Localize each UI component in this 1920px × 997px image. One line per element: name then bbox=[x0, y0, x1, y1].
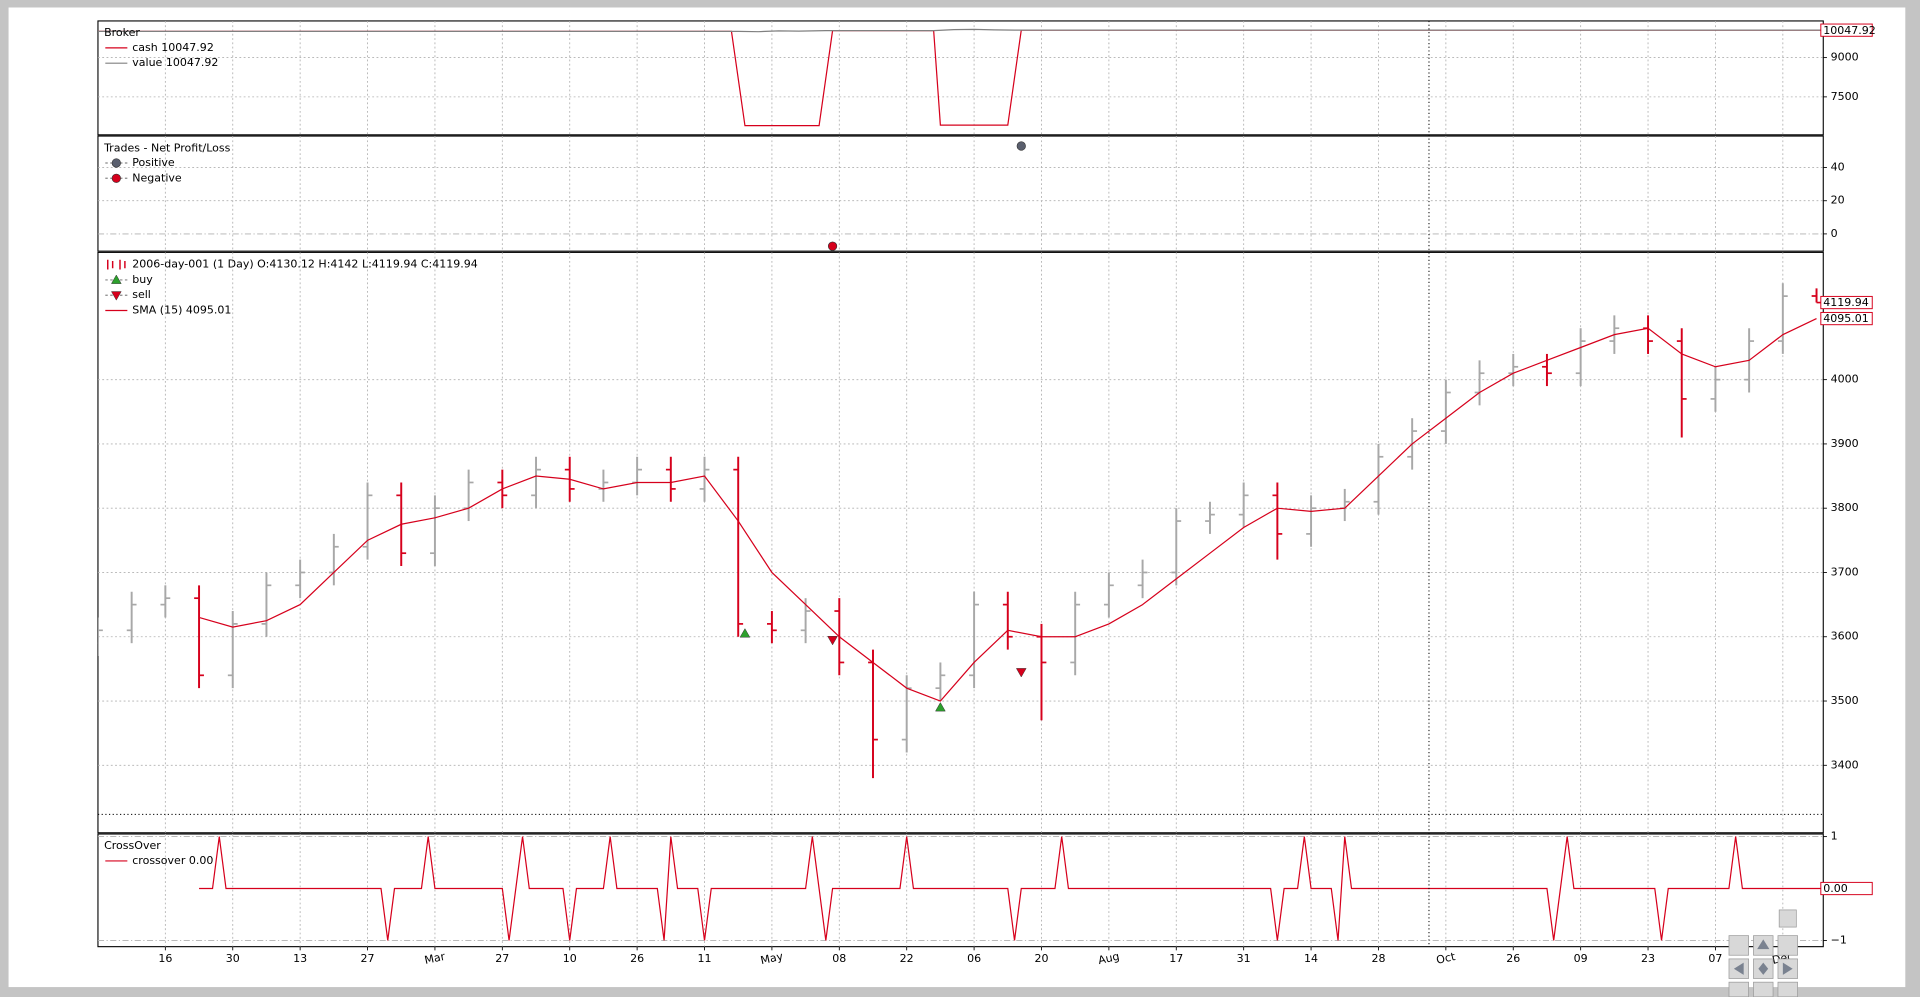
last-value-box bbox=[1820, 295, 1873, 310]
last-value-label: 10047.92 bbox=[1823, 24, 1876, 37]
legend-dot bbox=[111, 173, 121, 183]
x-tick-label: 11 bbox=[697, 952, 711, 965]
y-tick-label: 1 bbox=[1831, 830, 1838, 843]
toolbar-button[interactable] bbox=[1777, 935, 1798, 956]
y-tick-label: 3400 bbox=[1831, 758, 1859, 771]
series-line bbox=[97, 28, 1824, 33]
legend-label: 2006-day-001 (1 Day) O:4130.12 H:4142 L:… bbox=[132, 258, 478, 271]
x-tick-label: 14 bbox=[1304, 952, 1318, 965]
legend-label: Positive bbox=[132, 156, 175, 169]
y-tick-label: 0 bbox=[1831, 227, 1838, 240]
last-value-box bbox=[1820, 311, 1873, 326]
legend-label: buy bbox=[132, 273, 153, 286]
toolbar-button[interactable] bbox=[1728, 981, 1749, 997]
x-tick-label: 17 bbox=[1169, 952, 1183, 965]
navigation-toolbar bbox=[1728, 909, 1798, 997]
toolbar-button[interactable] bbox=[1753, 981, 1774, 997]
panel-title: CrossOver bbox=[104, 839, 161, 852]
y-tick-label: 40 bbox=[1831, 161, 1845, 174]
signal-marker bbox=[827, 636, 838, 646]
x-tick-label: 31 bbox=[1237, 952, 1251, 965]
legend-ohlc-icon bbox=[107, 259, 126, 270]
y-tick-label: 3500 bbox=[1831, 694, 1859, 707]
legend-label: Negative bbox=[132, 171, 182, 184]
series-line bbox=[198, 318, 1817, 702]
x-tick-label: Mar bbox=[423, 950, 446, 967]
signal-marker bbox=[739, 628, 751, 638]
last-value-box bbox=[1820, 23, 1873, 37]
legend-marker bbox=[111, 274, 122, 284]
x-tick-label: Oct bbox=[1435, 950, 1457, 967]
last-value-box bbox=[1820, 881, 1873, 896]
x-tick-label: 27 bbox=[495, 952, 509, 965]
x-tick-label: 22 bbox=[900, 952, 914, 965]
y-tick-label: 7500 bbox=[1831, 90, 1859, 103]
y-tick-label: 3600 bbox=[1831, 630, 1859, 643]
x-tick-label: 30 bbox=[226, 952, 240, 965]
last-value-label: 4119.94 bbox=[1823, 296, 1869, 309]
cursor-crosshair bbox=[97, 20, 1824, 947]
panel-title: Broker bbox=[104, 26, 140, 39]
last-value-label: 0.00 bbox=[1823, 882, 1848, 895]
trade-point bbox=[1016, 141, 1026, 151]
x-tick-label: 20 bbox=[1034, 952, 1048, 965]
x-tick-label: 16 bbox=[158, 952, 172, 965]
y-tick-label: 3900 bbox=[1831, 437, 1859, 450]
legend-label: crossover 0.00 bbox=[132, 854, 213, 867]
panel-frame bbox=[97, 833, 1824, 948]
toolbar-button[interactable] bbox=[1777, 981, 1798, 997]
panel-frame bbox=[97, 251, 1824, 834]
y-tick-label: 20 bbox=[1831, 194, 1845, 207]
legend-label: sell bbox=[132, 288, 151, 301]
x-tick-label: 13 bbox=[293, 952, 307, 965]
legend-marker bbox=[111, 291, 122, 301]
plot-area: 7500 9000 Broker cash 10047.92 value 10047.9… bbox=[97, 20, 1876, 968]
y-tick-label: 3700 bbox=[1831, 565, 1859, 578]
series-layer bbox=[199, 836, 1824, 941]
x-tick-label: 23 bbox=[1641, 952, 1655, 965]
y-tick-label: 9000 bbox=[1831, 51, 1859, 64]
signal-marker bbox=[935, 702, 946, 712]
signal-marker bbox=[1015, 668, 1027, 678]
x-tick-label: 07 bbox=[1708, 952, 1722, 965]
panel-frame bbox=[97, 20, 1824, 136]
toolbar-icon bbox=[1733, 939, 1793, 975]
x-tick-label: 27 bbox=[361, 952, 375, 965]
panel-frame bbox=[97, 135, 1824, 252]
x-tick-label: 09 bbox=[1574, 952, 1588, 965]
x-tick-label: 10 bbox=[563, 952, 577, 965]
series-layer bbox=[97, 283, 1822, 779]
legend-label: SMA (15) 4095.01 bbox=[132, 304, 231, 317]
toolbar-button[interactable] bbox=[1728, 935, 1749, 956]
trade-point bbox=[827, 241, 838, 251]
legend-label: cash 10047.92 bbox=[132, 41, 214, 54]
y-tick-label: 3800 bbox=[1831, 501, 1859, 514]
x-tick-label: 06 bbox=[967, 952, 981, 965]
series-layer bbox=[97, 28, 1824, 127]
legend-label: value 10047.92 bbox=[132, 56, 218, 69]
x-tick-label: 26 bbox=[630, 952, 644, 965]
y-tick-label: 4000 bbox=[1831, 373, 1859, 386]
panel-title: Trades - Net Profit/Loss bbox=[103, 141, 231, 154]
x-tick-label: Aug bbox=[1097, 950, 1121, 967]
x-tick-label: 08 bbox=[832, 952, 846, 965]
series-line bbox=[199, 836, 1824, 941]
y-tick-label: −1 bbox=[1831, 933, 1847, 946]
x-tick-label: 28 bbox=[1371, 952, 1385, 965]
legend-dot bbox=[111, 158, 121, 168]
toolbar-button[interactable] bbox=[1778, 909, 1797, 928]
last-value-label: 4095.01 bbox=[1823, 312, 1869, 325]
x-tick-label: May bbox=[759, 950, 784, 968]
x-tick-label: 26 bbox=[1506, 952, 1520, 965]
